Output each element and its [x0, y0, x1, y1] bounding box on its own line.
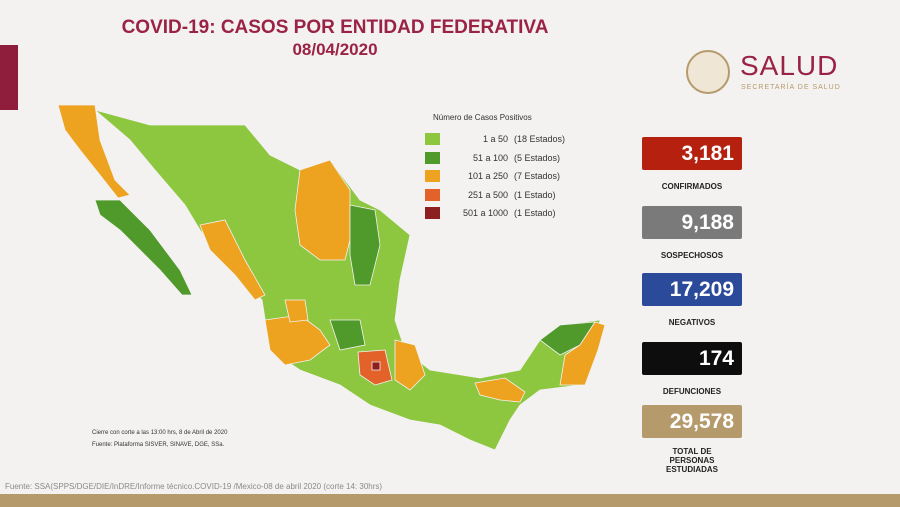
legend-item: 51 a 100 (5 Estados) [425, 151, 561, 164]
region [94, 199, 193, 296]
stat-label: DEFUNCIONES [662, 387, 722, 396]
region [294, 159, 351, 261]
footer: Fuente: SSA(SPPS/DGE/DIE/InDRE/Informe t… [5, 482, 383, 491]
legend-count: (18 Estados) [514, 134, 566, 144]
region [559, 321, 606, 386]
legend-swatch [425, 188, 440, 201]
legend-count: (7 Estados) [514, 171, 561, 181]
region [394, 339, 426, 391]
legend-swatch [425, 133, 440, 145]
stat-label: TOTAL DE PERSONAS ESTUDIADAS [665, 447, 718, 474]
region [329, 319, 366, 351]
stat-value: 9,188 [642, 206, 742, 239]
legend-item: 251 a 500 (1 Estado) [425, 188, 556, 201]
legend-item: 1 a 50 (18 Estados) [425, 133, 565, 145]
region [371, 361, 381, 371]
stat-label: NEGATIVOS [668, 318, 716, 327]
legend-count: (1 Estado) [514, 189, 556, 200]
date: 08/04/2020 [292, 40, 378, 59]
region [474, 377, 526, 403]
legend-item: 501 a 1000 (1 Estado) [425, 207, 556, 219]
stat-label: CONFIRMADOS [661, 182, 723, 191]
legend-count: (1 Estado) [514, 208, 556, 218]
stat-value: 17,209 [642, 273, 742, 306]
accent-bar [0, 45, 18, 110]
logo-icon [686, 50, 730, 94]
legend-swatch [425, 207, 440, 219]
legend-swatch [425, 170, 440, 182]
stat-value: 29,578 [642, 405, 742, 438]
region [349, 204, 381, 286]
logo-subtitle: SECRETARÍA DE SALUD [741, 84, 841, 91]
note: Fuente: Plataforma SISVER, SINAVE, DGE, … [92, 442, 225, 448]
note: Cierre con corte a las 13:00 hrs, 8 de A… [92, 430, 228, 436]
legend-range: 101 a 250 [467, 171, 508, 181]
legend-range: 501 a 1000 [462, 208, 508, 218]
legend-count: (5 Estados) [514, 152, 561, 163]
title: COVID-19: CASOS POR ENTIDAD FEDERATIVA [121, 17, 549, 38]
stat-label: SOSPECHOSOS [660, 251, 724, 260]
footer-band [0, 494, 900, 507]
region [284, 299, 309, 323]
legend-item: 101 a 250 (7 Estados) [425, 170, 560, 182]
legend-range: 51 a 100 [472, 152, 508, 163]
legend-range: 1 a 50 [482, 134, 508, 144]
region [57, 104, 131, 199]
logo-name: SALUD [740, 50, 839, 81]
legend-title: Número de Casos Positivos [433, 113, 532, 122]
region [199, 219, 266, 301]
stat-value: 3,181 [642, 137, 742, 170]
legend-swatch [425, 151, 440, 164]
stat-value: 174 [642, 342, 742, 375]
legend-range: 251 a 500 [467, 189, 508, 200]
map [57, 104, 606, 451]
